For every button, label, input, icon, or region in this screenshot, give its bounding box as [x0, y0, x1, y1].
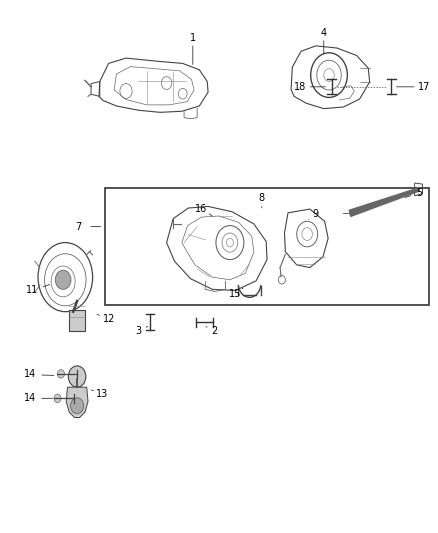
- Text: 12: 12: [103, 313, 115, 324]
- Circle shape: [55, 270, 71, 289]
- Bar: [69, 310, 85, 331]
- Text: 11: 11: [26, 286, 38, 295]
- Polygon shape: [66, 387, 88, 417]
- Text: 1: 1: [190, 33, 196, 43]
- Polygon shape: [349, 188, 419, 216]
- Text: 9: 9: [312, 209, 318, 220]
- Text: 2: 2: [212, 326, 218, 336]
- Text: 14: 14: [24, 393, 36, 403]
- Text: 5: 5: [416, 188, 422, 198]
- Text: 14: 14: [24, 369, 36, 379]
- Text: 4: 4: [321, 28, 327, 38]
- Circle shape: [57, 369, 64, 378]
- Text: 18: 18: [293, 82, 306, 92]
- Text: 16: 16: [195, 204, 208, 214]
- Text: 3: 3: [135, 326, 141, 336]
- Bar: [105, 188, 428, 305]
- Text: 7: 7: [75, 222, 81, 232]
- Text: 8: 8: [259, 193, 265, 204]
- Text: 15: 15: [230, 289, 242, 299]
- Circle shape: [71, 398, 84, 414]
- Circle shape: [68, 366, 86, 387]
- Circle shape: [54, 394, 61, 402]
- Text: 17: 17: [418, 82, 431, 92]
- Text: 13: 13: [96, 389, 108, 399]
